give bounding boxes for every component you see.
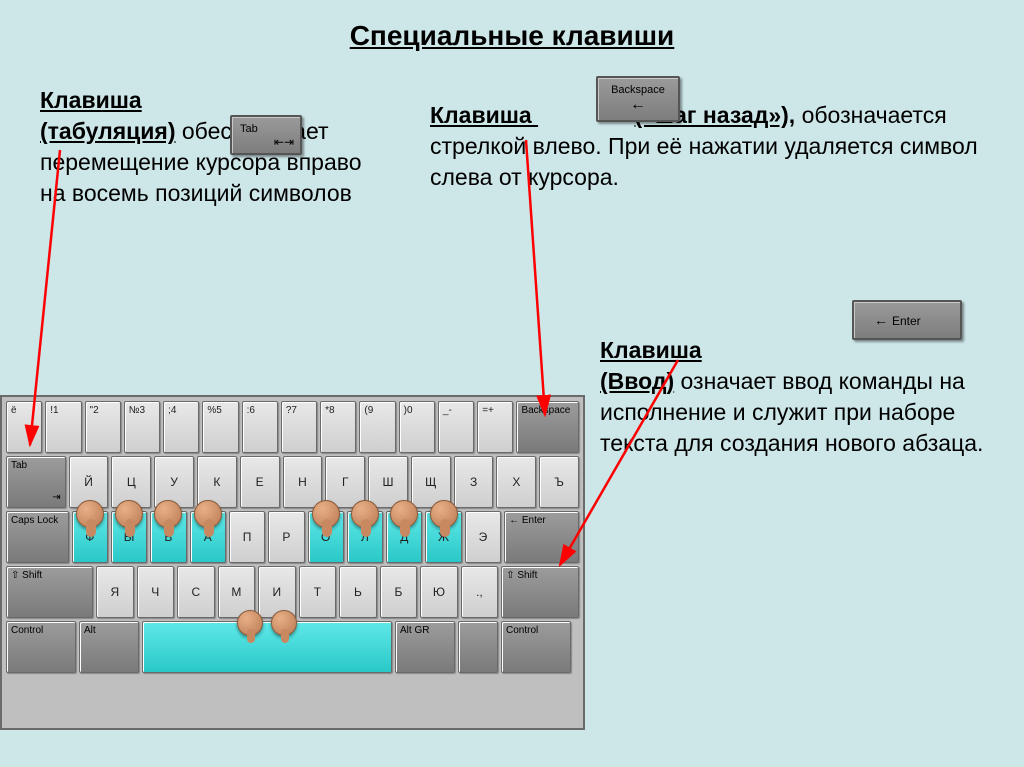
key: Р — [268, 511, 304, 563]
tab-subheading: (табуляция) — [40, 118, 176, 144]
key: А — [190, 511, 226, 563]
keyboard-row-5: ControlAltAlt GRControl — [6, 621, 579, 673]
bksp-arrow-icon: ← — [606, 96, 670, 114]
key: В — [150, 511, 186, 563]
key: (9 — [359, 401, 395, 453]
backspace-keycap-illustration: Backspace ← — [596, 76, 680, 122]
enter-subheading: (Ввод) — [600, 368, 674, 394]
enter-keycap-illustration: Enter — [852, 300, 962, 340]
key: Alt GR — [395, 621, 455, 673]
key: Х — [496, 456, 536, 508]
key: =+ — [477, 401, 513, 453]
key: Б — [380, 566, 418, 618]
key: У — [154, 456, 194, 508]
key: !1 — [45, 401, 81, 453]
key: %5 — [202, 401, 238, 453]
tab-description: Клавиша (табуляция) обеспечивает перемещ… — [40, 85, 370, 209]
key: Ю — [420, 566, 458, 618]
key: Caps Lock — [6, 511, 69, 563]
key: ← Enter — [504, 511, 579, 563]
key: ⇧ Shift — [501, 566, 579, 618]
keyboard-row-1: ё!1"2№3;4%5:6?7*8(9)0_-=+Backspace — [6, 401, 579, 453]
key: Е — [240, 456, 280, 508]
enter-keycap-label: Enter — [892, 314, 921, 328]
key: Н — [283, 456, 323, 508]
key: Ж — [425, 511, 461, 563]
bksp-prefix: Клавиша — [430, 102, 538, 128]
keyboard-row-3: Caps LockФЫВАПРОЛДЖЭ← Enter — [6, 511, 579, 563]
key: _- — [438, 401, 474, 453]
key: Backspace — [516, 401, 579, 453]
tab-keycap-illustration: Tab ⇤⇥ — [230, 115, 302, 155]
key: ё — [6, 401, 42, 453]
key: "2 — [85, 401, 121, 453]
key: Control — [501, 621, 571, 673]
key: Alt — [79, 621, 139, 673]
key — [142, 621, 392, 673]
key: Ы — [111, 511, 147, 563]
key: *8 — [320, 401, 356, 453]
key: Ь — [339, 566, 377, 618]
key: ;4 — [163, 401, 199, 453]
key: ?7 — [281, 401, 317, 453]
key: ⇧ Shift — [6, 566, 93, 618]
key: ., — [461, 566, 499, 618]
key: П — [229, 511, 265, 563]
key: Control — [6, 621, 76, 673]
key: Ч — [137, 566, 175, 618]
tab-keycap-label: Tab — [240, 123, 258, 135]
key: С — [177, 566, 215, 618]
key: Э — [465, 511, 501, 563]
key: )0 — [399, 401, 435, 453]
enter-description: Клавиша (Ввод) означает ввод команды на … — [600, 335, 1000, 459]
key — [458, 621, 498, 673]
key: Я — [96, 566, 134, 618]
key: :6 — [242, 401, 278, 453]
page-title: Специальные клавиши — [0, 0, 1024, 52]
bksp-keycap-label: Backspace — [606, 84, 670, 96]
key: О — [308, 511, 344, 563]
tab-arrows-icon: ⇤⇥ — [274, 135, 294, 149]
keyboard-diagram: ё!1"2№3;4%5:6?7*8(9)0_-=+Backspace Tab⇥Й… — [0, 395, 585, 730]
key: Ф — [72, 511, 108, 563]
key: Л — [347, 511, 383, 563]
key: Т — [299, 566, 337, 618]
key: Ъ — [539, 456, 579, 508]
key: Tab⇥ — [6, 456, 66, 508]
enter-heading: Клавиша — [600, 337, 702, 363]
backspace-description: Клавиша («шаг назад»), обозначается стре… — [430, 100, 990, 193]
key: Д — [386, 511, 422, 563]
key: №3 — [124, 401, 160, 453]
enter-arrow-icon — [874, 314, 892, 328]
tab-heading: Клавиша — [40, 87, 142, 113]
key: З — [454, 456, 494, 508]
